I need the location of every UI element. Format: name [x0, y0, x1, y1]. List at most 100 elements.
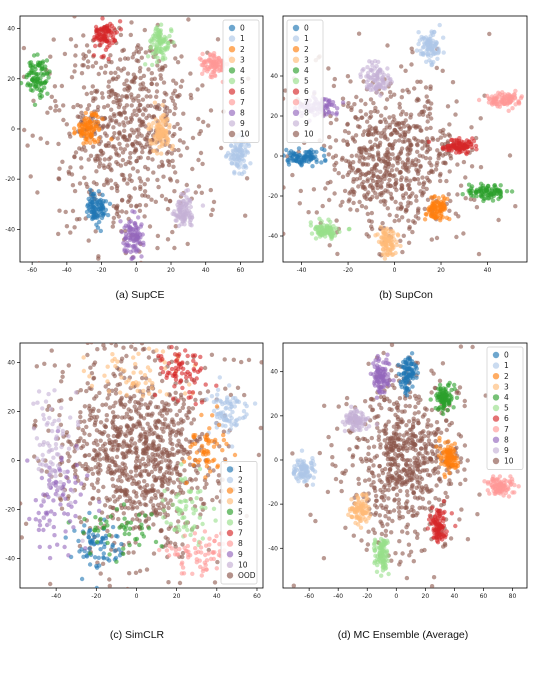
data-point — [378, 224, 384, 230]
data-point — [415, 96, 420, 102]
data-point — [224, 418, 229, 423]
data-point — [212, 538, 217, 544]
data-point — [127, 155, 133, 160]
data-point — [180, 385, 185, 391]
data-point — [168, 433, 173, 438]
data-point — [473, 143, 479, 149]
data-point — [132, 441, 138, 446]
data-point — [36, 389, 42, 394]
data-point — [338, 203, 343, 208]
data-point — [58, 502, 63, 507]
data-point — [86, 157, 91, 162]
data-point — [119, 68, 124, 73]
data-point — [212, 72, 217, 78]
data-point — [277, 469, 281, 473]
data-point — [367, 218, 372, 223]
data-point — [81, 85, 87, 90]
data-point — [72, 131, 77, 136]
data-point — [138, 335, 142, 339]
data-point — [469, 190, 474, 195]
data-point — [141, 534, 146, 539]
data-point — [382, 256, 388, 261]
data-point — [169, 151, 174, 156]
data-point — [70, 183, 76, 188]
data-point — [286, 162, 292, 167]
data-point — [186, 405, 192, 411]
data-point — [159, 408, 164, 413]
y-tick-label: -40 — [5, 556, 15, 563]
data-point — [56, 141, 61, 147]
data-point — [447, 216, 452, 222]
data-point — [364, 79, 369, 85]
data-point — [393, 250, 398, 256]
legend-marker — [292, 24, 300, 32]
data-point — [131, 489, 137, 494]
data-point — [185, 338, 189, 342]
data-point — [394, 213, 399, 219]
data-point — [136, 512, 142, 518]
data-point — [194, 376, 199, 381]
data-point — [142, 479, 147, 484]
data-point — [330, 111, 335, 116]
data-point — [134, 249, 139, 254]
data-point — [388, 90, 393, 95]
data-point — [37, 461, 43, 467]
data-point — [454, 234, 459, 240]
data-point — [135, 400, 141, 405]
data-point — [77, 146, 82, 151]
data-point — [427, 146, 433, 152]
data-point — [341, 138, 346, 143]
data-point — [354, 177, 359, 182]
data-point — [152, 488, 157, 493]
data-point — [186, 17, 191, 22]
data-point — [73, 475, 78, 480]
data-point — [4, 119, 8, 123]
data-point — [87, 403, 92, 409]
data-point — [135, 134, 140, 139]
data-point — [428, 125, 433, 131]
data-point — [211, 199, 217, 205]
data-point — [101, 343, 106, 348]
data-point — [107, 532, 112, 538]
data-point — [114, 507, 120, 512]
data-point — [131, 526, 136, 531]
data-point — [436, 50, 441, 55]
data-point — [491, 98, 496, 103]
data-point — [145, 54, 151, 59]
data-point — [518, 95, 524, 101]
data-point — [96, 127, 102, 133]
data-point — [202, 529, 208, 534]
data-point — [51, 524, 56, 530]
data-point — [189, 223, 194, 228]
data-point — [147, 391, 152, 396]
x-tick-label: 60 — [237, 267, 245, 274]
data-point — [99, 91, 105, 96]
data-point — [107, 552, 112, 557]
data-point — [110, 477, 115, 482]
data-point — [93, 525, 98, 530]
data-point — [430, 169, 435, 175]
data-point — [424, 212, 429, 217]
data-point — [35, 400, 40, 405]
data-point — [133, 380, 139, 385]
data-point — [122, 432, 128, 437]
data-point — [159, 527, 164, 533]
data-point — [120, 444, 126, 449]
data-point — [382, 231, 387, 236]
data-point — [205, 457, 211, 463]
data-point — [204, 558, 210, 563]
data-point — [40, 457, 46, 462]
data-point — [389, 168, 395, 173]
data-point — [35, 79, 41, 85]
data-point — [96, 206, 101, 212]
data-point — [427, 111, 433, 117]
data-point — [172, 102, 177, 107]
data-point — [106, 84, 111, 89]
data-point — [111, 494, 116, 499]
data-point — [125, 120, 131, 125]
data-point — [144, 489, 150, 494]
data-point — [128, 249, 133, 255]
data-point — [92, 448, 97, 453]
data-point — [369, 176, 374, 181]
